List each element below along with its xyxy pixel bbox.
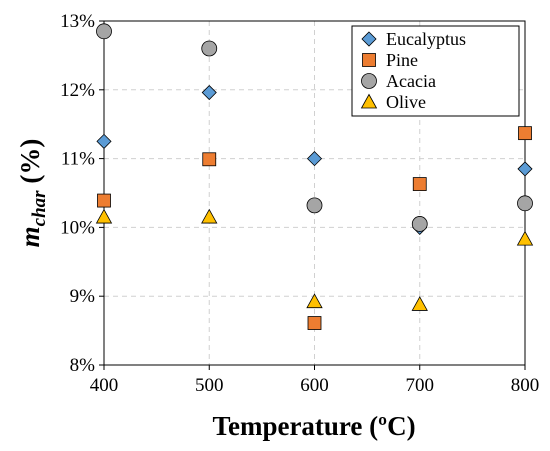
x-tick-label: 500	[195, 375, 224, 396]
point-pine	[97, 193, 111, 208]
x-axis-ticks: 400 500 600 700 800	[90, 365, 540, 396]
data-points	[95, 23, 534, 330]
y-tick-label: 11%	[61, 149, 95, 170]
point-pine	[412, 177, 427, 191]
legend-marker-pine	[362, 53, 376, 67]
legend-label-pine: Pine	[386, 50, 418, 70]
y-tick-label: 10%	[60, 217, 95, 238]
legend-marker-acacia	[361, 73, 377, 89]
legend-marker-eucalyptus	[361, 31, 377, 47]
y-axis-title-suffix: (%)	[15, 139, 45, 191]
legend-label-acacia: Acacia	[386, 71, 436, 91]
y-axis-title: mchar (%)	[15, 139, 50, 248]
x-axis-title: Temperature (ºC)	[212, 411, 415, 441]
point-acacia	[306, 197, 323, 214]
point-olive	[95, 208, 113, 224]
point-eucalyptus	[96, 133, 112, 149]
point-pine	[518, 126, 532, 141]
point-acacia	[411, 216, 428, 232]
point-pine	[202, 152, 217, 167]
legend-label-olive: Olive	[386, 92, 426, 112]
point-eucalyptus	[306, 151, 323, 167]
point-eucalyptus	[201, 84, 217, 101]
legend-box	[351, 25, 520, 117]
y-tick-label: 13%	[60, 11, 95, 32]
point-olive	[516, 230, 534, 246]
point-eucalyptus	[517, 161, 533, 177]
point-olive	[201, 208, 218, 224]
point-olive	[306, 293, 323, 309]
y-tick-label: 12%	[60, 80, 95, 101]
y-axis-title-main: m	[15, 226, 45, 247]
legend-label-eucalyptus: Eucalyptus	[386, 29, 466, 49]
x-tick-label: 400	[90, 375, 119, 396]
y-tick-label: 8%	[70, 355, 96, 376]
y-tick-label: 9%	[70, 286, 96, 307]
x-tick-label: 700	[406, 375, 435, 396]
y-axis-title-sub: char	[29, 190, 50, 227]
point-acacia	[517, 195, 533, 212]
point-olive	[411, 296, 428, 311]
y-axis-ticks: 8% 9% 10% 11% 12% 13%	[60, 11, 104, 376]
x-tick-label: 800	[511, 375, 540, 396]
legend-marker-olive	[360, 93, 378, 109]
point-pine	[307, 316, 322, 330]
point-acacia	[201, 40, 218, 57]
point-acacia	[96, 23, 112, 40]
x-tick-label: 600	[300, 375, 329, 396]
